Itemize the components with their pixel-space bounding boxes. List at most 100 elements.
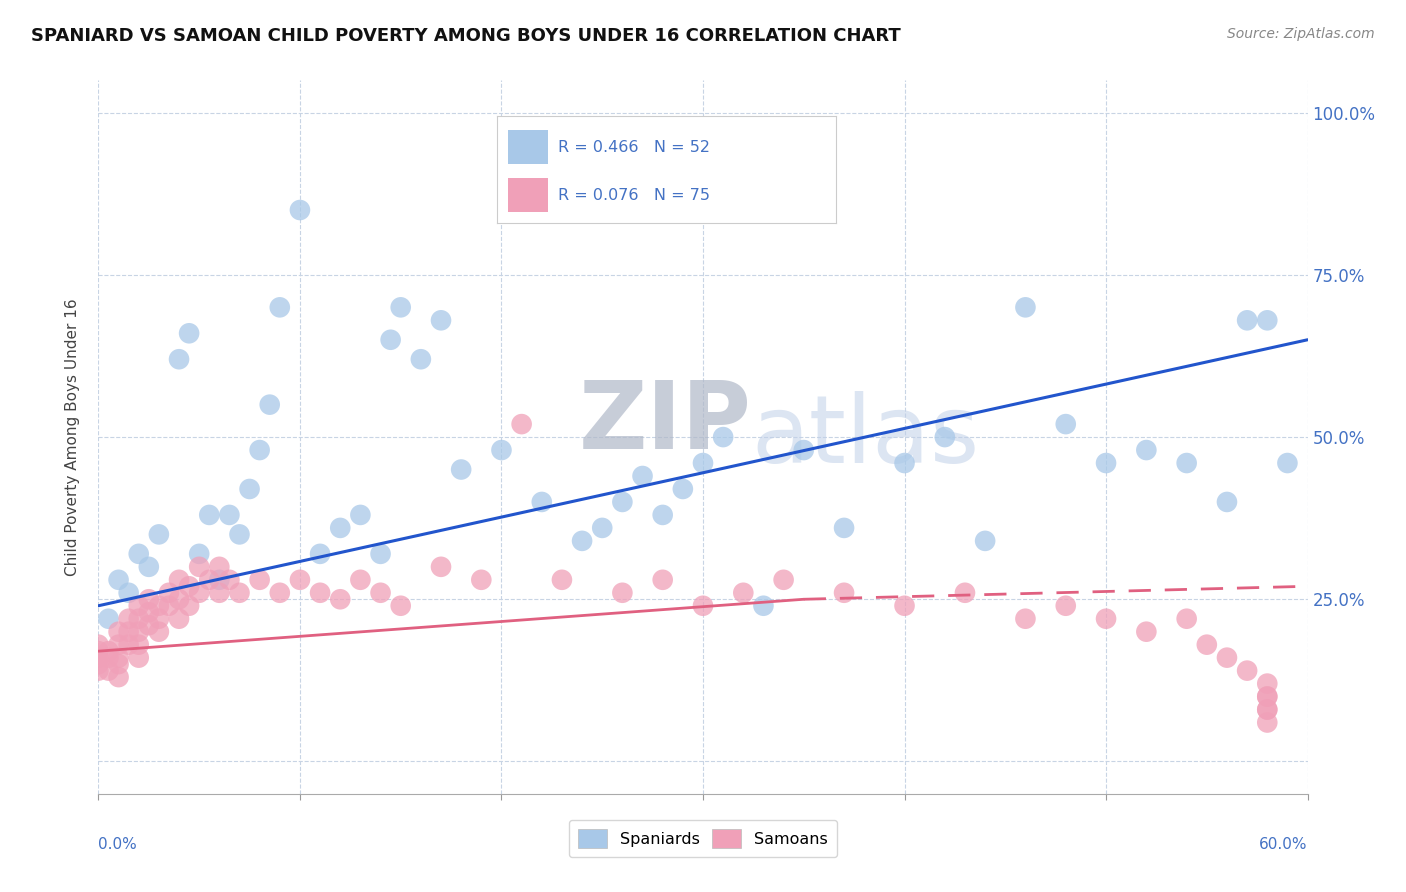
Point (87, 644, 110, 658)
Point (430, 313, 453, 327)
Point (157, 586, 180, 600)
Point (179, 599, 201, 613)
Point (118, 586, 141, 600)
Point (249, 573, 271, 587)
Point (651, 508, 673, 522)
Point (218, 573, 240, 587)
Point (430, 559, 453, 574)
Point (87, 664, 110, 678)
Point (269, 586, 291, 600)
Point (288, 202, 311, 217)
Point (450, 462, 472, 476)
Point (1095, 456, 1118, 470)
Point (198, 573, 221, 587)
Point (87, 657, 110, 672)
Point (893, 456, 915, 470)
Point (1054, 417, 1077, 431)
Point (329, 592, 352, 607)
Point (188, 586, 211, 600)
Point (167, 573, 190, 587)
Point (228, 586, 250, 600)
Point (157, 599, 180, 613)
Point (1216, 650, 1239, 665)
Point (1095, 612, 1118, 626)
Point (1256, 690, 1278, 704)
Point (179, 326, 201, 341)
Point (612, 495, 634, 509)
Point (631, 469, 654, 483)
Point (148, 612, 170, 626)
Point (87, 638, 110, 652)
Point (1175, 456, 1198, 470)
Point (167, 352, 190, 367)
Point (551, 573, 574, 587)
Point (1236, 664, 1258, 678)
Point (571, 533, 593, 548)
Point (380, 333, 402, 347)
Point (309, 586, 332, 600)
Point (269, 301, 291, 315)
Point (370, 586, 392, 600)
Point (208, 586, 231, 600)
Point (97, 664, 120, 678)
Point (692, 599, 714, 613)
Point (1256, 690, 1278, 704)
Point (249, 443, 271, 458)
Point (1236, 313, 1258, 327)
Point (772, 573, 794, 587)
Point (107, 650, 129, 665)
Point (349, 573, 371, 587)
Point (148, 624, 170, 639)
Point (893, 599, 915, 613)
Point (148, 599, 170, 613)
Point (672, 482, 695, 496)
Text: Source: ZipAtlas.com: Source: ZipAtlas.com (1227, 27, 1375, 41)
Point (793, 443, 815, 458)
Point (510, 417, 533, 431)
Point (128, 612, 150, 626)
Point (1014, 301, 1036, 315)
Point (1256, 702, 1278, 716)
Legend: Spaniards, Samoans: Spaniards, Samoans (568, 820, 838, 857)
Point (128, 599, 150, 613)
Point (370, 547, 392, 561)
Point (138, 618, 160, 632)
Point (97, 644, 120, 658)
Point (239, 482, 262, 496)
Point (612, 586, 634, 600)
Point (118, 612, 141, 626)
Point (711, 430, 734, 444)
Point (167, 612, 190, 626)
Point (128, 650, 150, 665)
Point (138, 592, 160, 607)
Point (934, 430, 956, 444)
Point (530, 495, 553, 509)
Point (1256, 715, 1278, 730)
Point (832, 586, 855, 600)
Point (107, 573, 129, 587)
Point (651, 573, 673, 587)
Point (470, 573, 492, 587)
Point (128, 624, 150, 639)
Point (389, 599, 412, 613)
Point (1175, 612, 1198, 626)
Text: 0.0%: 0.0% (98, 837, 138, 852)
Point (97, 650, 120, 665)
Text: 60.0%: 60.0% (1260, 837, 1308, 852)
Point (218, 508, 240, 522)
Point (1256, 676, 1278, 690)
Point (208, 559, 231, 574)
Point (97, 612, 120, 626)
Point (208, 573, 231, 587)
Point (953, 586, 976, 600)
Point (309, 547, 332, 561)
Point (1135, 624, 1157, 639)
Point (1054, 599, 1077, 613)
Point (138, 605, 160, 619)
Point (107, 624, 129, 639)
Point (329, 521, 352, 535)
Point (288, 573, 311, 587)
Point (87, 650, 110, 665)
Point (591, 521, 613, 535)
Point (107, 670, 129, 684)
